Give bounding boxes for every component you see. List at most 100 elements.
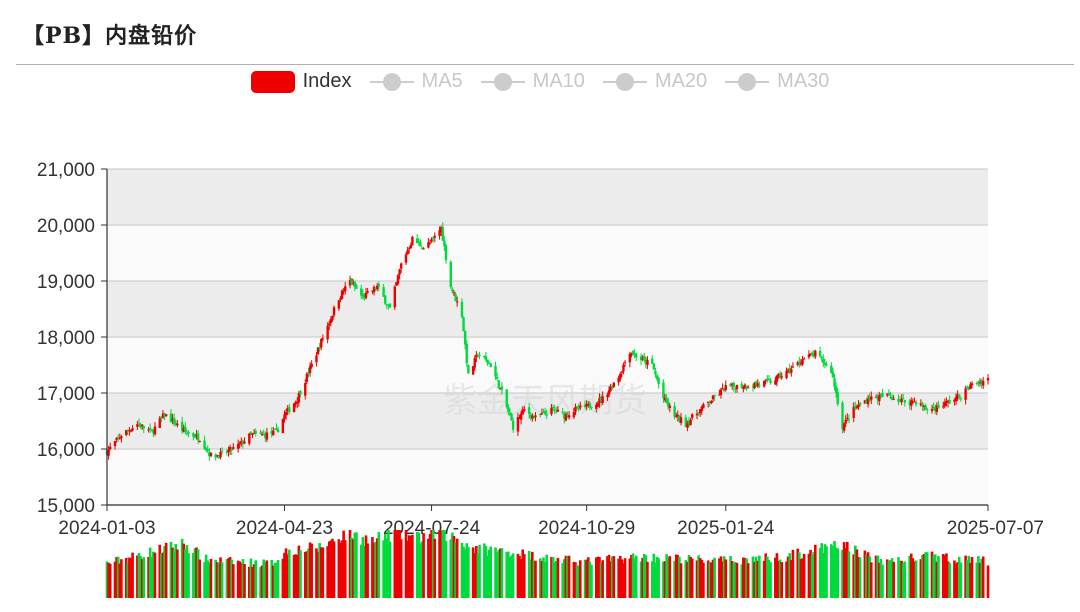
volume-bar	[810, 554, 814, 598]
volume-bar	[585, 559, 588, 598]
candle-body	[762, 381, 766, 387]
volume-bar	[981, 556, 985, 598]
candle-body	[643, 355, 646, 359]
volume-bar	[911, 558, 915, 598]
volume-bar	[147, 556, 150, 598]
volume-bar	[583, 559, 587, 598]
plot-band	[107, 281, 988, 337]
volume-bar	[586, 557, 590, 598]
volume-bar	[909, 553, 913, 598]
candle-body	[460, 301, 464, 317]
candle-body	[751, 386, 755, 388]
legend-swatch-index	[250, 70, 295, 93]
candle-body	[128, 430, 131, 432]
candle-body	[946, 400, 950, 403]
candle-body	[966, 387, 969, 389]
legend-item-index[interactable]: Index	[250, 70, 352, 93]
candle-body	[240, 440, 243, 445]
candle-body	[700, 406, 703, 412]
candle-body	[667, 401, 670, 407]
candle-body	[455, 301, 459, 303]
candle-body	[350, 278, 353, 285]
volume-bar	[622, 563, 625, 598]
candle-body	[449, 261, 452, 288]
title-divider	[16, 64, 1074, 65]
volume-bar	[467, 546, 470, 598]
volume-bar	[407, 535, 411, 598]
volume-bar	[483, 543, 486, 598]
volume-bar	[857, 556, 860, 598]
volume-bar	[195, 547, 198, 598]
volume-bar	[303, 551, 307, 598]
volume-bar	[801, 558, 804, 598]
legend-item-ma10[interactable]: MA10	[480, 70, 585, 93]
candle-body	[326, 325, 329, 340]
candle-body	[564, 413, 568, 421]
y-tick-label: 21,000	[37, 160, 95, 181]
volume-bar	[844, 548, 847, 598]
volume-bar	[657, 558, 660, 598]
legend-item-ma30[interactable]: MA30	[725, 70, 829, 93]
candle-body	[382, 287, 385, 297]
volume-bar	[756, 560, 760, 598]
volume-bar	[484, 546, 488, 598]
legend-item-ma20[interactable]: MA20	[602, 70, 707, 93]
volume-bar	[623, 558, 627, 598]
volume-bar	[764, 553, 768, 598]
volume-bar	[610, 556, 614, 598]
volume-bar	[411, 534, 414, 598]
volume-bar	[276, 560, 280, 598]
volume-bar	[516, 553, 520, 598]
volume-bar	[607, 554, 611, 598]
candle-body	[807, 354, 811, 358]
candle-body	[892, 398, 895, 400]
volume-bar	[308, 542, 312, 598]
candle-body	[137, 423, 141, 425]
volume-bar	[243, 563, 246, 598]
candle-body	[732, 382, 735, 387]
candle-body	[203, 440, 206, 449]
candle-body	[484, 356, 488, 360]
volume-bar	[639, 561, 643, 598]
candle-body	[767, 379, 771, 381]
volume-bar	[885, 559, 889, 598]
volume-bar	[869, 562, 873, 598]
legend-item-ma5[interactable]: MA5	[369, 70, 463, 93]
candle-body	[411, 236, 414, 246]
candle-body	[689, 419, 692, 426]
volume-bar	[204, 554, 208, 598]
volume-bar	[511, 553, 515, 598]
volume-bar	[500, 548, 504, 598]
volume-bar	[331, 538, 334, 598]
candle-body	[868, 396, 871, 401]
candle-body	[238, 443, 241, 445]
volume-bar	[230, 559, 234, 598]
volume-bar	[754, 556, 758, 598]
volume-bar	[299, 550, 302, 598]
plot-band	[107, 337, 988, 393]
candle-body	[897, 398, 900, 402]
candle-body	[758, 384, 761, 386]
volume-bar	[908, 555, 911, 598]
candle-body	[340, 290, 344, 300]
candle-body	[209, 452, 213, 457]
candle-body	[387, 304, 390, 306]
volume-bar	[702, 562, 705, 598]
volume-bar	[695, 560, 699, 598]
candle-body	[922, 405, 926, 407]
volume-bar	[286, 554, 289, 598]
candle-body	[801, 359, 804, 365]
volume-bar	[930, 551, 934, 598]
candle-body	[385, 304, 389, 306]
candle-body	[606, 394, 609, 398]
candle-body	[583, 404, 587, 408]
volume-bar	[160, 553, 163, 598]
volume-bar	[855, 549, 859, 598]
candle-body	[641, 357, 644, 360]
volume-bar	[388, 541, 392, 598]
candle-body	[754, 381, 758, 385]
candle-body	[855, 407, 859, 409]
candle-body	[986, 377, 990, 381]
volume-bar	[287, 549, 291, 598]
candle-body	[852, 406, 855, 419]
